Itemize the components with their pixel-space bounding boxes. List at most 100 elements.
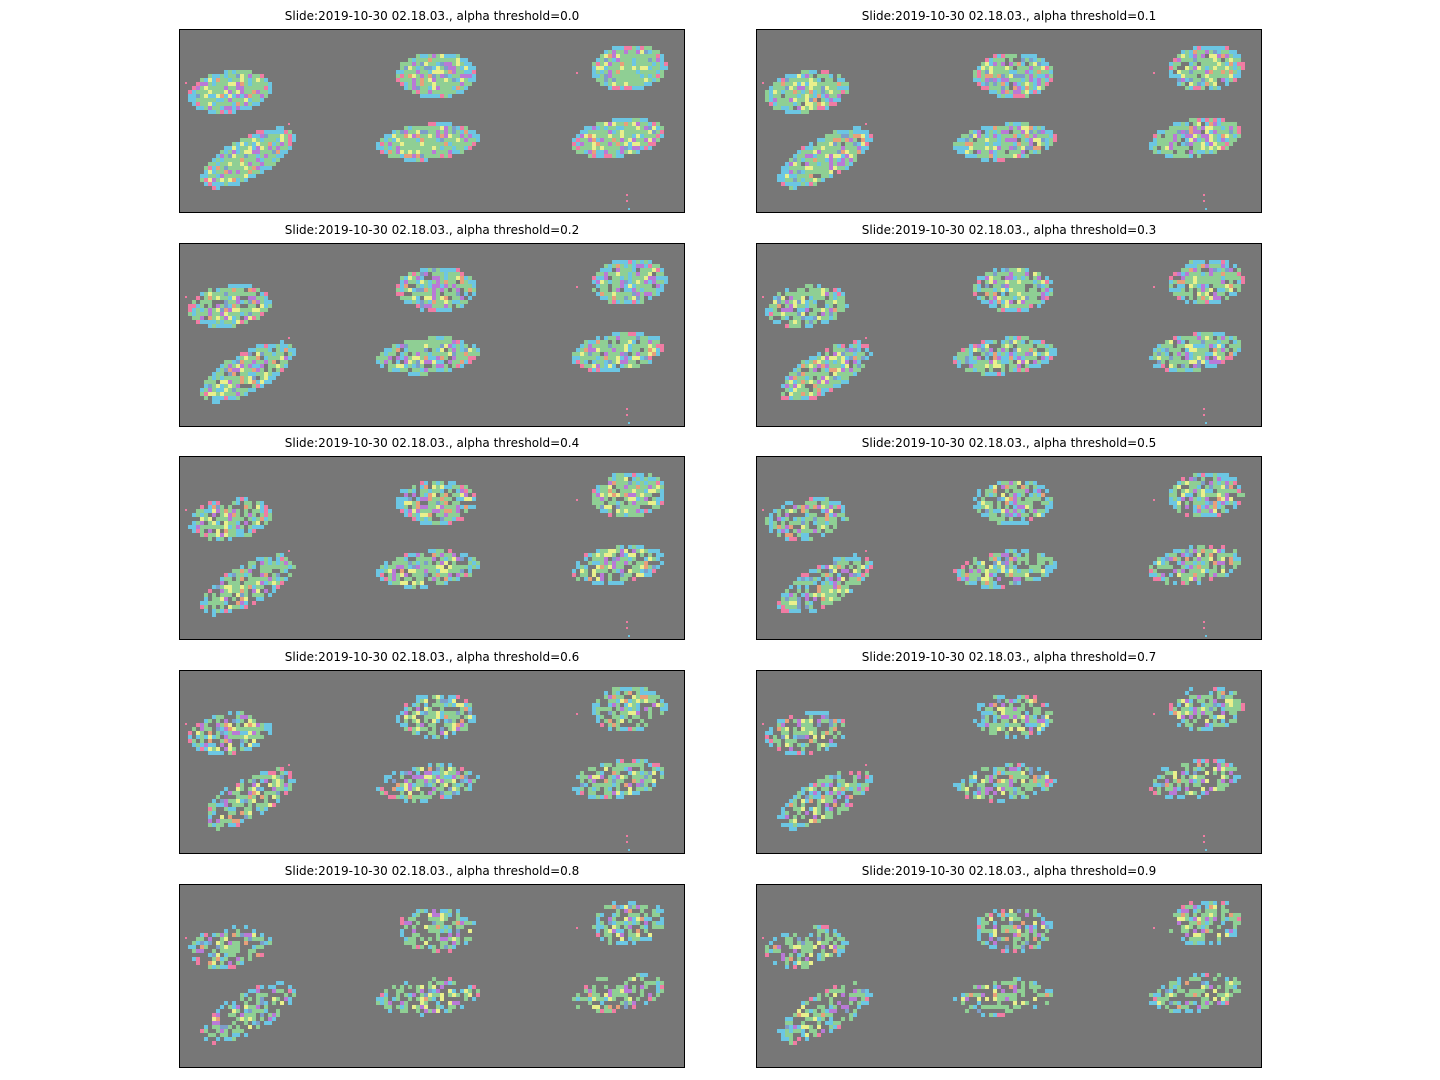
tissue-section [765, 284, 849, 328]
tissue-section [777, 981, 873, 1045]
isolated-spot [1153, 499, 1155, 501]
tissue-section [572, 545, 664, 585]
tissue-plot [180, 457, 684, 639]
panel-title: Slide:2019-10-30 02.18.03., alpha thresh… [284, 223, 580, 237]
tissue-section [376, 549, 480, 589]
tissue-section [781, 340, 873, 400]
isolated-spot [762, 82, 764, 84]
isolated-spot [626, 841, 628, 843]
isolated-spot [288, 123, 290, 125]
tissue-section [376, 977, 480, 1017]
tissue-section [765, 925, 849, 969]
spatial-cluster-map [756, 29, 1262, 213]
tissue-section [953, 977, 1053, 1017]
panel-title: Slide:2019-10-30 02.18.03., alpha thresh… [284, 9, 580, 23]
tissue-section [1169, 687, 1245, 731]
spatial-cluster-map [756, 670, 1262, 854]
tissue-plot [757, 457, 1261, 639]
tissue-section [777, 126, 873, 190]
isolated-spot [1153, 927, 1155, 929]
tissue-section [1169, 473, 1245, 517]
isolated-spot [576, 72, 578, 74]
tissue-section [200, 126, 296, 190]
tissue-section [1149, 759, 1241, 799]
isolated-spot [762, 723, 764, 725]
isolated-spot [185, 296, 187, 298]
isolated-spot [628, 208, 630, 210]
panel-title: Slide:2019-10-30 02.18.03., alpha thresh… [861, 223, 1157, 237]
tissue-plot [757, 244, 1261, 426]
tissue-section [1149, 973, 1241, 1013]
tissue-section [1149, 118, 1241, 158]
spatial-cluster-map [756, 243, 1262, 427]
panel-title: Slide:2019-10-30 02.18.03., alpha thresh… [861, 864, 1157, 878]
tissue-section [188, 497, 272, 541]
isolated-spot [1203, 841, 1205, 843]
isolated-spot [576, 286, 578, 288]
isolated-spot [626, 835, 628, 837]
isolated-spot [185, 509, 187, 511]
tissue-section [572, 973, 664, 1013]
isolated-spot [576, 499, 578, 501]
tissue-section [200, 981, 296, 1045]
tissue-section [1149, 545, 1241, 585]
isolated-spot [1153, 286, 1155, 288]
isolated-spot [288, 764, 290, 766]
tissue-section [777, 553, 873, 613]
tissue-section [400, 909, 476, 953]
tissue-section [376, 336, 480, 376]
isolated-spot [1203, 408, 1205, 410]
tissue-section [765, 711, 845, 755]
tissue-section [765, 70, 849, 114]
tissue-section [1149, 332, 1241, 372]
isolated-spot [1153, 713, 1155, 715]
spatial-cluster-map [179, 243, 685, 427]
tissue-section [953, 549, 1057, 589]
tissue-section [200, 340, 296, 404]
isolated-spot [762, 296, 764, 298]
panel-title: Slide:2019-10-30 02.18.03., alpha thresh… [861, 650, 1157, 664]
tissue-section [188, 70, 272, 114]
tissue-section [396, 268, 476, 312]
tissue-section [188, 284, 272, 328]
tissue-section [572, 332, 664, 372]
tissue-section [953, 122, 1057, 162]
tissue-section [396, 695, 476, 739]
tissue-section [200, 553, 296, 617]
panel-background [757, 671, 1261, 853]
spatial-cluster-map [179, 29, 685, 213]
isolated-spot [576, 713, 578, 715]
tissue-section [977, 909, 1053, 953]
tissue-section [777, 771, 873, 831]
tissue-section [973, 268, 1053, 312]
isolated-spot [576, 927, 578, 929]
isolated-spot [626, 408, 628, 410]
tissue-plot [180, 30, 684, 212]
isolated-spot [1203, 835, 1205, 837]
tissue-section [1169, 46, 1245, 90]
isolated-spot [865, 764, 867, 766]
isolated-spot [185, 82, 187, 84]
isolated-spot [1203, 621, 1205, 623]
tissue-section [572, 759, 664, 799]
tissue-section [376, 763, 480, 803]
tissue-section [396, 54, 476, 98]
isolated-spot [626, 200, 628, 202]
panel-title: Slide:2019-10-30 02.18.03., alpha thresh… [861, 436, 1157, 450]
isolated-spot [628, 422, 630, 424]
isolated-spot [865, 123, 867, 125]
tissue-section [1169, 901, 1241, 945]
isolated-spot [865, 550, 867, 552]
panel-title: Slide:2019-10-30 02.18.03., alpha thresh… [284, 650, 580, 664]
panel-title: Slide:2019-10-30 02.18.03., alpha thresh… [284, 864, 580, 878]
tissue-section [973, 695, 1053, 739]
tissue-section [592, 46, 668, 90]
spatial-cluster-map [756, 456, 1262, 640]
isolated-spot [1203, 627, 1205, 629]
tissue-plot [757, 671, 1261, 853]
tissue-section [973, 54, 1053, 98]
tissue-section [592, 901, 664, 945]
isolated-spot [1203, 414, 1205, 416]
isolated-spot [626, 621, 628, 623]
spatial-cluster-map [179, 670, 685, 854]
